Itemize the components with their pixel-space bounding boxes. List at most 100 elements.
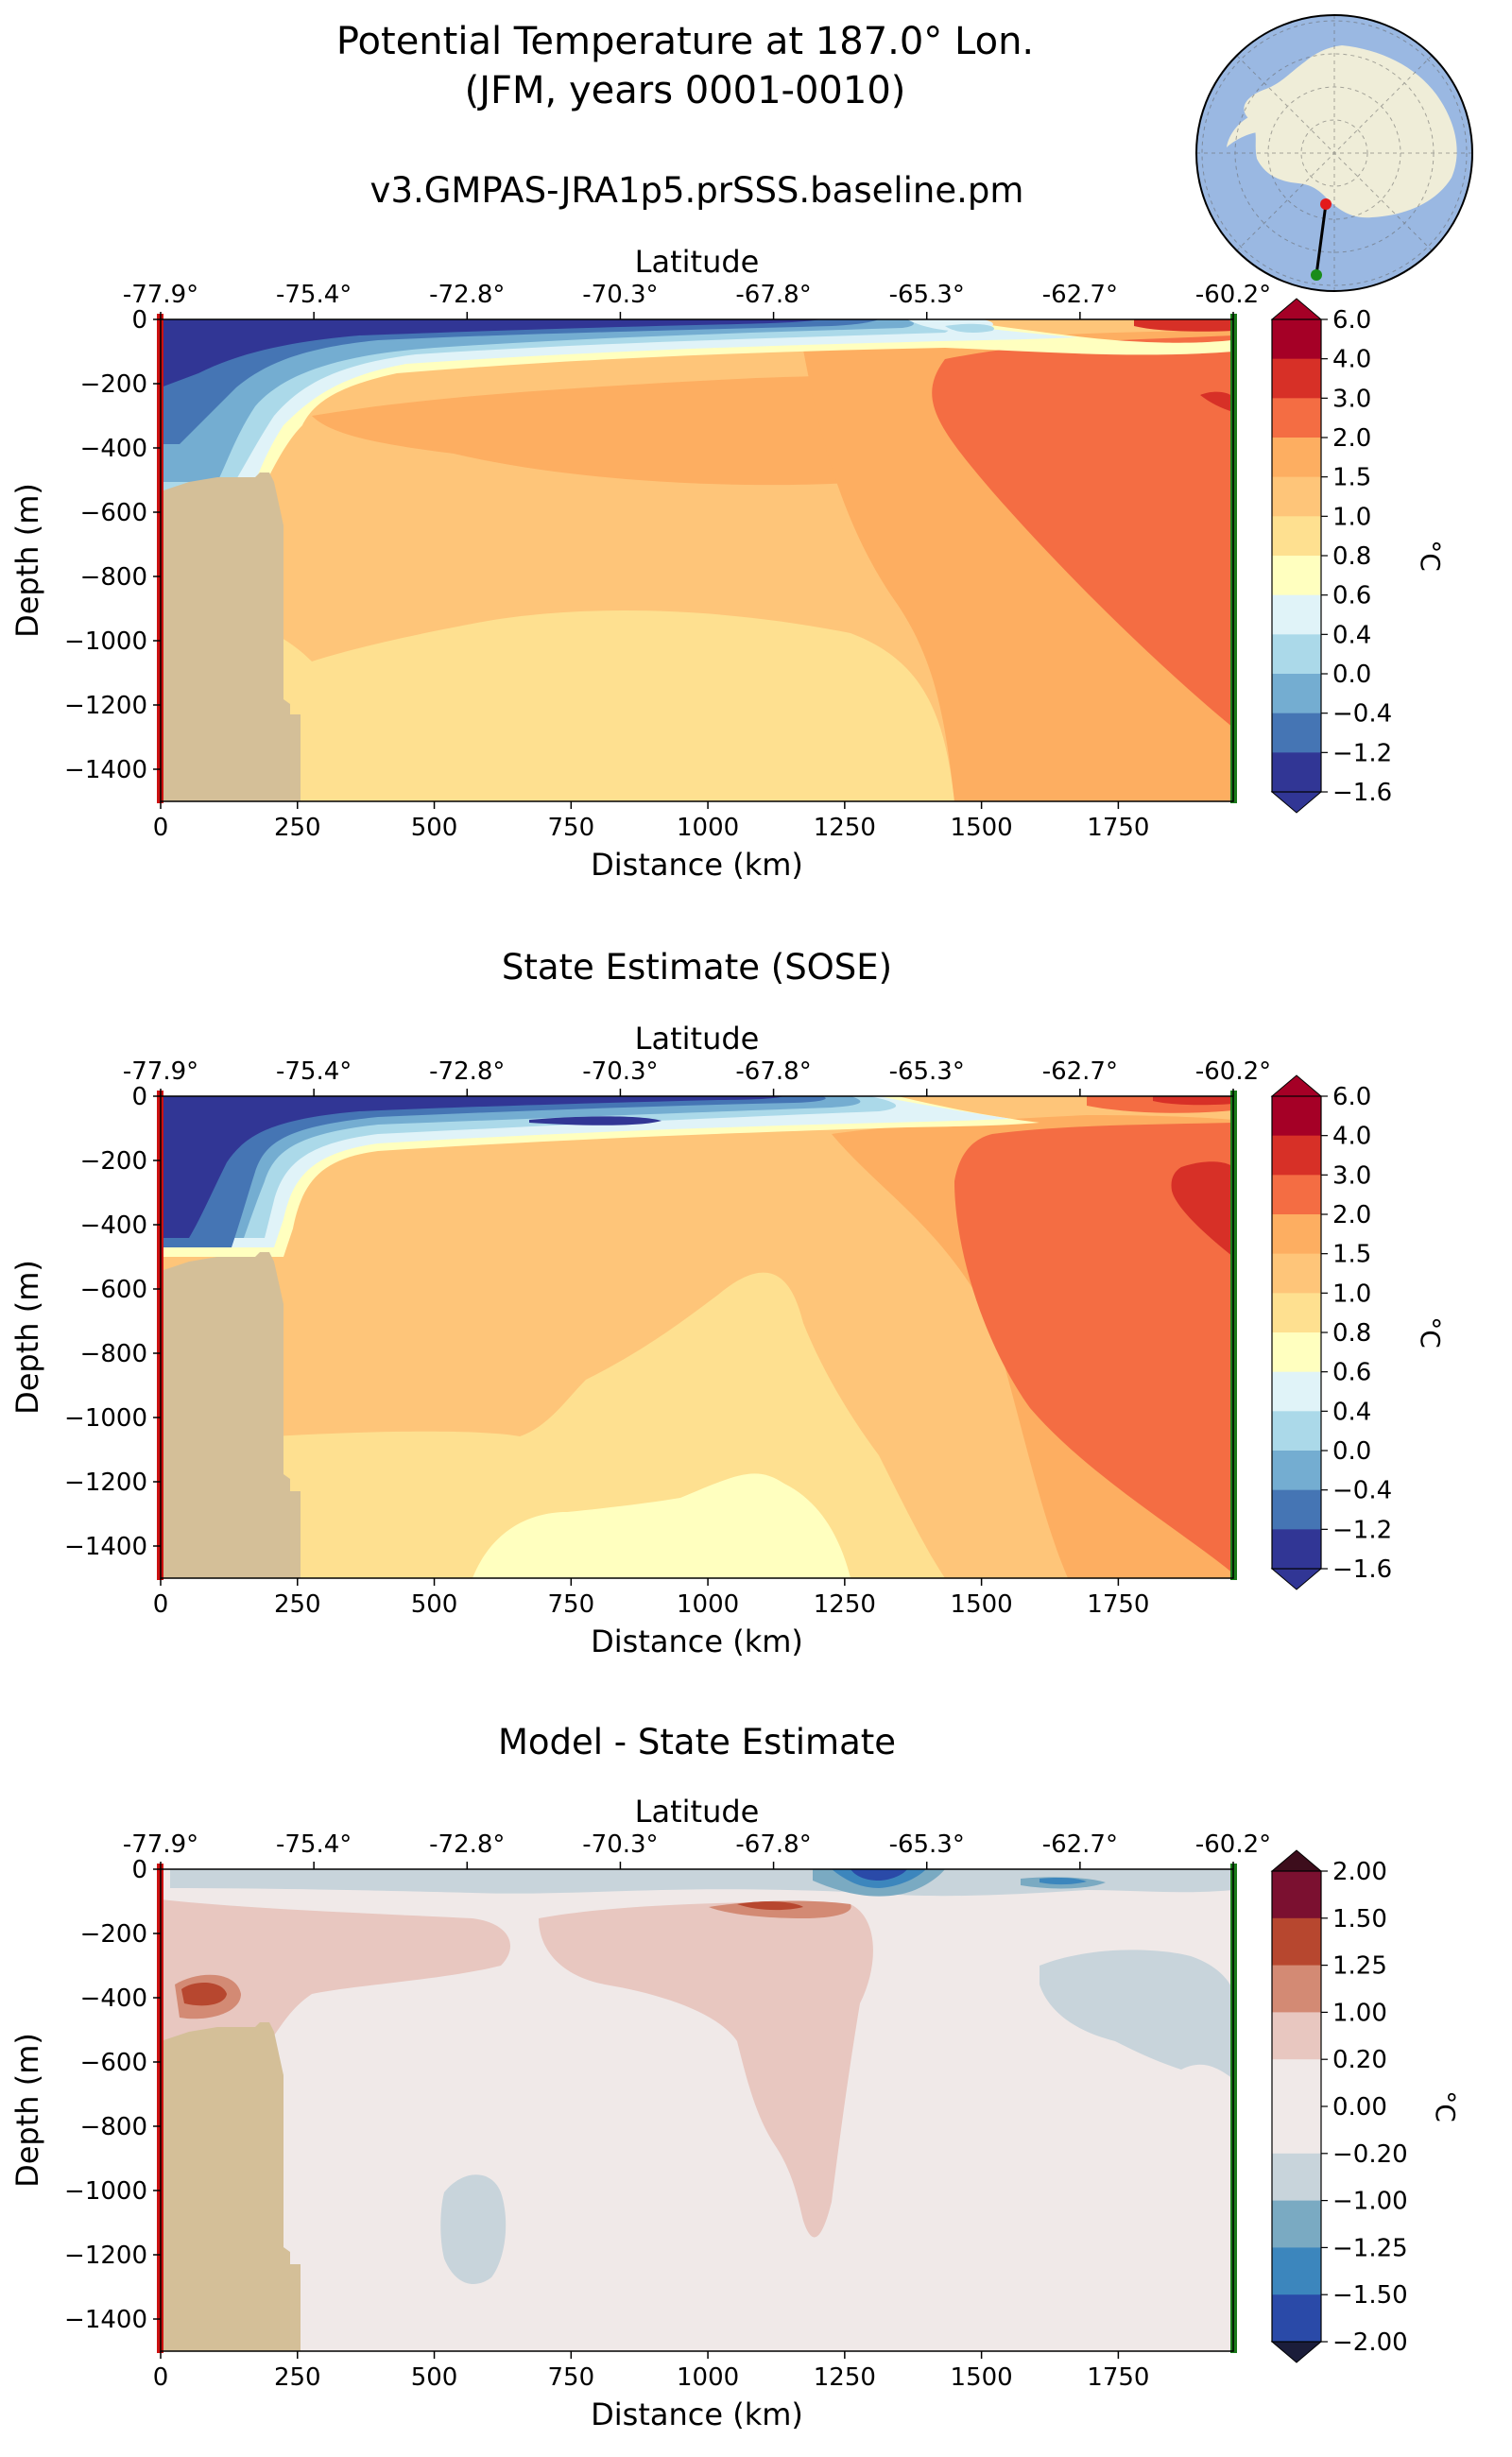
x-tick-label: 500 — [411, 814, 458, 842]
panel3-seafloor — [161, 2022, 301, 2351]
colorbar-swatch — [1272, 2106, 1321, 2155]
colorbar-swatch — [1272, 1965, 1321, 2013]
x-tick-label: 250 — [274, 2363, 321, 2392]
transect-start-marker — [1320, 198, 1332, 210]
antarctica-icon — [1196, 15, 1472, 291]
top-tick-label: -65.3° — [889, 281, 965, 309]
top-tick-label: -70.3° — [582, 1830, 658, 1859]
x-tick-label: 1250 — [814, 2363, 876, 2392]
colorbar-tick-label: 3.0 — [1332, 1161, 1371, 1190]
colorbar-tick-label: 0.0 — [1332, 661, 1371, 689]
colorbar-swatch — [1272, 2294, 1321, 2343]
y-tick-label: −1000 — [64, 1404, 147, 1433]
colorbar-swatch — [1272, 438, 1321, 478]
colorbar-swatch — [1272, 2200, 1321, 2248]
colorbar-tick-label: 0.00 — [1332, 2093, 1387, 2122]
panel3-axes: 0 250 500 750 1000 1250 1500 1750 0 −200 −400 −600 −… — [9, 1794, 1271, 2432]
colorbar-min-arrow — [1270, 1568, 1323, 1590]
top-tick-label: -67.8° — [735, 1830, 811, 1859]
x-tick-label: 1000 — [677, 1590, 739, 1619]
colorbar-tick-label: −1.6 — [1332, 779, 1392, 807]
colorbar-unit-label: °C — [1415, 540, 1446, 572]
x-tick-label: 1500 — [951, 1590, 1013, 1619]
colorbar-tick-label: −0.4 — [1332, 1477, 1392, 1505]
colorbar-swatch — [1272, 2247, 1321, 2295]
colorbar-swatch — [1272, 1096, 1321, 1137]
x-tick-label: 0 — [153, 814, 169, 842]
transect-line — [1314, 203, 1328, 276]
top-tick-label: -77.9° — [123, 1830, 198, 1859]
x-tick-label: 1250 — [814, 1590, 876, 1619]
colorbar-swatch — [1272, 1135, 1321, 1176]
x-tick-label: 1500 — [951, 2363, 1013, 2392]
colorbar-swatch — [1272, 1371, 1321, 1412]
colorbar-tick-label: 1.00 — [1332, 1999, 1387, 2027]
y-tick-label: −400 — [80, 1211, 147, 1240]
colorbar-tick-label: 0.20 — [1332, 2046, 1387, 2074]
panel1-title: v3.GMPAS-JRA1p5.prSSS.baseline.pm — [369, 170, 1024, 211]
top-tick-label: -72.8° — [429, 281, 505, 309]
y-tick-label: −1200 — [64, 692, 147, 720]
y-tick-label: −1400 — [64, 1533, 147, 1561]
colorbar-tick-label: 0.8 — [1332, 1319, 1371, 1348]
colorbar-tick-label: 0.4 — [1332, 1398, 1371, 1426]
colorbar-tick-label: 0.6 — [1332, 582, 1371, 610]
panel3-frame — [160, 1868, 1234, 2352]
x-axis-label: Distance (km) — [591, 847, 803, 883]
top-tick-label: -62.7° — [1042, 1830, 1118, 1859]
colorbar-max-arrow — [1270, 1074, 1323, 1097]
panel2-title: State Estimate (SOSE) — [501, 947, 893, 988]
colorbar-tick-label: 2.00 — [1332, 1858, 1387, 1886]
y-tick-label: 0 — [131, 1083, 147, 1111]
colorbar-swatch — [1272, 1175, 1321, 1215]
colorbar-swatch — [1272, 1411, 1321, 1452]
top-tick-label: -72.8° — [429, 1830, 505, 1859]
x-tick-label: 0 — [153, 2363, 169, 2392]
x-tick-label: 1750 — [1087, 1590, 1149, 1619]
y-tick-label: −1400 — [64, 2306, 147, 2334]
colorbar-tick-label: 1.50 — [1332, 1905, 1387, 1933]
top-tick-label: -67.8° — [735, 1057, 811, 1086]
y-tick-label: −1000 — [64, 2177, 147, 2206]
x-axis-label: Distance (km) — [591, 1624, 803, 1659]
colorbar-tick-label: 0.6 — [1332, 1359, 1371, 1387]
colorbar-swatch — [1272, 1871, 1321, 1919]
colorbar-swatch — [1272, 1253, 1321, 1294]
colorbar-swatch — [1272, 1214, 1321, 1255]
panel2-axes: 0 250 500 750 1000 1250 1500 1750 0 −200 −400 −600 −… — [9, 1021, 1271, 1659]
top-tick-label: -62.7° — [1042, 1057, 1118, 1086]
colorbar-tick-label: 0.4 — [1332, 621, 1371, 649]
panel2-field — [161, 1096, 1233, 1578]
top-tick-label: -60.2° — [1195, 1830, 1271, 1859]
panel2-frame — [160, 1095, 1234, 1579]
colorbar-swatch — [1272, 1489, 1321, 1530]
panel3-title: Model - State Estimate — [497, 1722, 897, 1762]
panel1-axes: 0 250 500 750 1000 1250 1500 1750 0 −200 −400 −600 −… — [9, 244, 1271, 883]
colorbar-tick-label: 6.0 — [1332, 306, 1371, 335]
colorbar-unit-label: °C — [1430, 2090, 1461, 2122]
y-tick-label: −1000 — [64, 627, 147, 656]
y-tick-label: 0 — [131, 306, 147, 335]
colorbar-tick-label: 1.5 — [1332, 464, 1371, 492]
colorbar-tick-label: −1.50 — [1332, 2281, 1408, 2310]
top-tick-label: -70.3° — [582, 281, 658, 309]
x-tick-label: 250 — [274, 814, 321, 842]
figure-title-line2: (JFM, years 0001-0010) — [464, 69, 906, 112]
panel3-colorbar: 2.00 1.50 1.25 1.00 0.20 0.00 −0.20 −1.00 −1.25 −… — [1270, 1849, 1461, 2363]
x-tick-label: 750 — [547, 2363, 594, 2392]
panel1-plot — [157, 314, 1237, 803]
top-axis-label: Latitude — [635, 244, 760, 280]
colorbar-tick-label: 1.25 — [1332, 1952, 1387, 1981]
y-axis-label: Depth (m) — [9, 483, 45, 638]
panel2-colorbar: 6.0 4.0 3.0 2.0 1.5 1.0 0.8 0.6 0.4 0.0 −0.4 −1.2 −1… — [1270, 1074, 1446, 1590]
y-axis-label: Depth (m) — [9, 1260, 45, 1415]
colorbar-swatch — [1272, 556, 1321, 596]
y-tick-label: −200 — [80, 370, 147, 399]
y-axis-label: Depth (m) — [9, 2033, 45, 2188]
colorbar-swatch — [1272, 2012, 1321, 2060]
x-axis-label: Distance (km) — [591, 2397, 803, 2432]
y-tick-label: −400 — [80, 435, 147, 463]
top-tick-label: -60.2° — [1195, 1057, 1271, 1086]
x-tick-label: 1750 — [1087, 814, 1149, 842]
colorbar-tick-label: 1.0 — [1332, 503, 1371, 531]
